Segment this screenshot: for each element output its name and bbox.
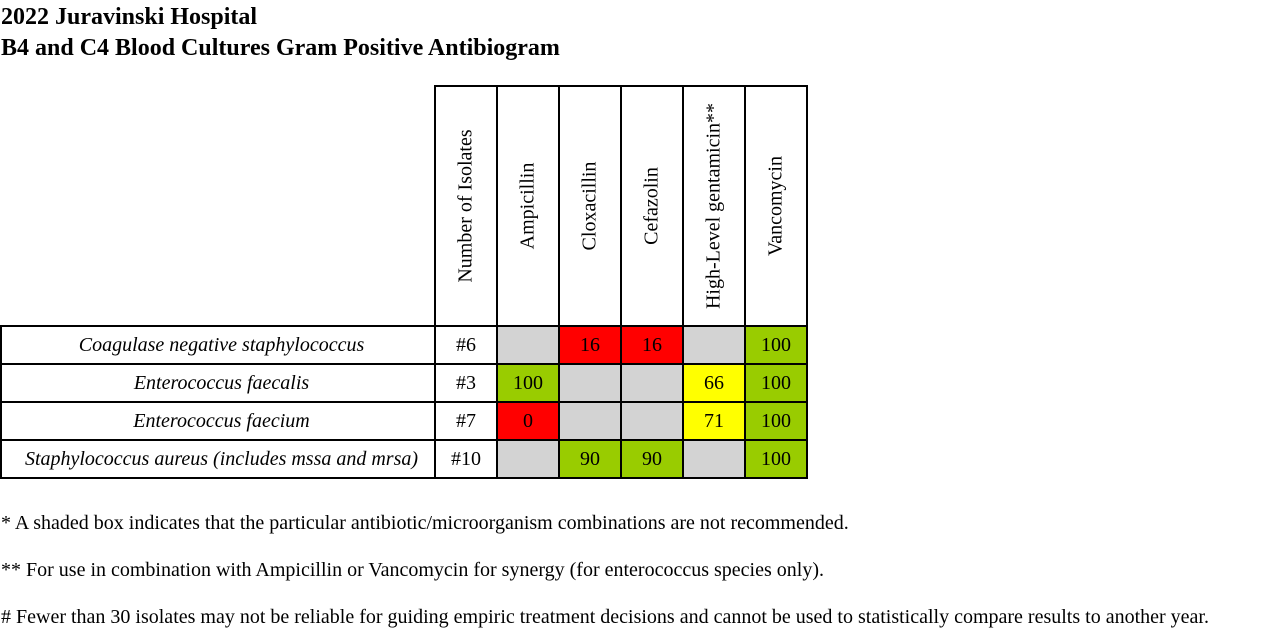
susceptibility-cell	[558, 401, 622, 441]
susceptibility-cell	[620, 401, 684, 441]
footnote-shaded: * A shaded box indicates that the partic…	[1, 512, 849, 534]
column-header-label: Cefazolin	[640, 167, 663, 245]
susceptibility-cell	[682, 325, 746, 365]
organism-name: Enterococcus faecium	[0, 401, 436, 441]
column-header-vancomycin: Vancomycin	[744, 85, 808, 327]
susceptibility-cell: 100	[744, 401, 808, 441]
header-corner	[1, 86, 435, 326]
organism-name: Coagulase negative staphylococcus	[0, 325, 436, 365]
column-header-gentamicin: High-Level gentamicin**	[682, 85, 746, 327]
footnote-isolates: # Fewer than 30 isolates may not be reli…	[1, 606, 1209, 628]
column-header-label: Number of Isolates	[454, 129, 477, 283]
isolate-count: #7	[434, 401, 498, 441]
table-row: Coagulase negative staphylococcus #6 16 …	[0, 325, 808, 365]
susceptibility-cell: 71	[682, 401, 746, 441]
page-title: 2022 Juravinski Hospital	[1, 4, 258, 30]
susceptibility-cell: 100	[496, 363, 560, 403]
page-subtitle: B4 and C4 Blood Cultures Gram Positive A…	[1, 35, 560, 61]
susceptibility-cell	[558, 363, 622, 403]
organism-name: Enterococcus faecalis	[0, 363, 436, 403]
antibiogram-table: Number of Isolates Ampicillin Cloxacilli…	[0, 85, 808, 479]
susceptibility-cell: 100	[744, 325, 808, 365]
susceptibility-cell: 66	[682, 363, 746, 403]
susceptibility-cell: 100	[744, 439, 808, 479]
susceptibility-cell: 100	[744, 363, 808, 403]
footnote-gentamicin: ** For use in combination with Ampicilli…	[1, 559, 824, 581]
column-header-ampicillin: Ampicillin	[496, 85, 560, 327]
organism-name: Staphylococcus aureus (includes mssa and…	[0, 439, 436, 479]
susceptibility-cell	[620, 363, 684, 403]
isolate-count: #6	[434, 325, 498, 365]
table-row: Enterococcus faecalis #3 100 66 100	[0, 363, 808, 403]
table-row: Staphylococcus aureus (includes mssa and…	[0, 439, 808, 479]
susceptibility-cell: 90	[558, 439, 622, 479]
column-header-label: High-Level gentamicin**	[702, 102, 725, 310]
column-header-label: Vancomycin	[764, 156, 787, 256]
susceptibility-cell: 16	[558, 325, 622, 365]
header-row: Number of Isolates Ampicillin Cloxacilli…	[1, 85, 808, 327]
susceptibility-cell	[682, 439, 746, 479]
susceptibility-cell: 0	[496, 401, 560, 441]
column-header-isolates: Number of Isolates	[434, 85, 498, 327]
column-header-label: Cloxacillin	[578, 161, 601, 251]
susceptibility-cell: 90	[620, 439, 684, 479]
susceptibility-cell	[496, 439, 560, 479]
isolate-count: #10	[434, 439, 498, 479]
isolate-count: #3	[434, 363, 498, 403]
susceptibility-cell: 16	[620, 325, 684, 365]
column-header-cloxacillin: Cloxacillin	[558, 85, 622, 327]
table-row: Enterococcus faecium #7 0 71 100	[0, 401, 808, 441]
column-header-label: Ampicillin	[516, 162, 539, 250]
column-header-cefazolin: Cefazolin	[620, 85, 684, 327]
susceptibility-cell	[496, 325, 560, 365]
